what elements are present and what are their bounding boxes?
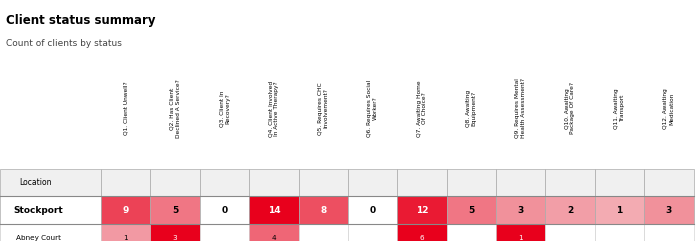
FancyBboxPatch shape [496, 169, 546, 196]
Text: 8: 8 [320, 206, 326, 215]
FancyBboxPatch shape [101, 224, 151, 241]
Text: Q9. Requires Mental
Health Assessment?: Q9. Requires Mental Health Assessment? [515, 79, 526, 138]
FancyBboxPatch shape [348, 169, 397, 196]
Text: 5: 5 [468, 206, 475, 215]
Text: 3: 3 [666, 206, 672, 215]
FancyBboxPatch shape [151, 224, 200, 241]
FancyBboxPatch shape [397, 224, 447, 241]
Text: 14: 14 [268, 206, 280, 215]
Text: 5: 5 [172, 206, 178, 215]
Text: Q10. Awaiting
Package Of Care?: Q10. Awaiting Package Of Care? [565, 82, 576, 134]
FancyBboxPatch shape [496, 196, 546, 224]
FancyBboxPatch shape [250, 169, 298, 196]
Text: Q2. Has Client
Declined A Service?: Q2. Has Client Declined A Service? [170, 79, 181, 138]
FancyBboxPatch shape [0, 224, 101, 241]
Text: Client status summary: Client status summary [6, 14, 155, 27]
FancyBboxPatch shape [200, 224, 249, 241]
Text: Abney Court: Abney Court [16, 235, 61, 241]
FancyBboxPatch shape [101, 169, 151, 196]
Text: 1: 1 [519, 235, 523, 241]
Text: Count of clients by status: Count of clients by status [6, 39, 121, 47]
FancyBboxPatch shape [496, 224, 546, 241]
Text: Q6. Requires Social
Worker?: Q6. Requires Social Worker? [367, 80, 378, 137]
FancyBboxPatch shape [101, 196, 151, 224]
Text: Q8. Awaiting
Equipment?: Q8. Awaiting Equipment? [466, 90, 477, 127]
FancyBboxPatch shape [298, 196, 348, 224]
Text: 3: 3 [518, 206, 524, 215]
FancyBboxPatch shape [200, 169, 249, 196]
FancyBboxPatch shape [348, 224, 397, 241]
FancyBboxPatch shape [250, 196, 298, 224]
FancyBboxPatch shape [447, 224, 496, 241]
Text: Q7. Awaiting Home
Of Choice?: Q7. Awaiting Home Of Choice? [417, 80, 427, 137]
Text: 0: 0 [222, 206, 227, 215]
Text: Q1. Client Unwell?: Q1. Client Unwell? [123, 82, 128, 135]
FancyBboxPatch shape [595, 169, 644, 196]
FancyBboxPatch shape [546, 169, 595, 196]
Text: 0: 0 [369, 206, 376, 215]
FancyBboxPatch shape [595, 196, 644, 224]
FancyBboxPatch shape [200, 196, 249, 224]
FancyBboxPatch shape [397, 196, 447, 224]
Text: Stockport: Stockport [13, 206, 63, 215]
Text: Q4. Client Involved
In Active Therapy?: Q4. Client Involved In Active Therapy? [268, 80, 279, 136]
FancyBboxPatch shape [298, 169, 348, 196]
Text: Q12. Awaiting
Medication: Q12. Awaiting Medication [664, 88, 674, 129]
Text: 2: 2 [567, 206, 573, 215]
FancyBboxPatch shape [595, 224, 644, 241]
Text: 9: 9 [123, 206, 129, 215]
FancyBboxPatch shape [151, 196, 200, 224]
FancyBboxPatch shape [546, 224, 595, 241]
FancyBboxPatch shape [644, 169, 694, 196]
Text: 3: 3 [173, 235, 178, 241]
FancyBboxPatch shape [546, 196, 595, 224]
FancyBboxPatch shape [0, 169, 101, 196]
FancyBboxPatch shape [151, 169, 200, 196]
Text: 4: 4 [272, 235, 276, 241]
FancyBboxPatch shape [644, 224, 694, 241]
Text: Q11. Awaiting
Transport: Q11. Awaiting Transport [614, 88, 625, 129]
FancyBboxPatch shape [0, 196, 101, 224]
FancyBboxPatch shape [644, 196, 694, 224]
Text: 1: 1 [123, 235, 128, 241]
Text: Location: Location [19, 178, 52, 187]
FancyBboxPatch shape [397, 169, 447, 196]
Text: 1: 1 [616, 206, 622, 215]
Text: Q3. Client In
Recovery?: Q3. Client In Recovery? [219, 90, 230, 127]
FancyBboxPatch shape [447, 196, 496, 224]
FancyBboxPatch shape [250, 224, 298, 241]
Text: Q5. Requires CHC
Involvement?: Q5. Requires CHC Involvement? [318, 82, 328, 135]
FancyBboxPatch shape [298, 224, 348, 241]
Text: 12: 12 [415, 206, 428, 215]
FancyBboxPatch shape [348, 196, 397, 224]
FancyBboxPatch shape [447, 169, 496, 196]
Text: 6: 6 [420, 235, 424, 241]
